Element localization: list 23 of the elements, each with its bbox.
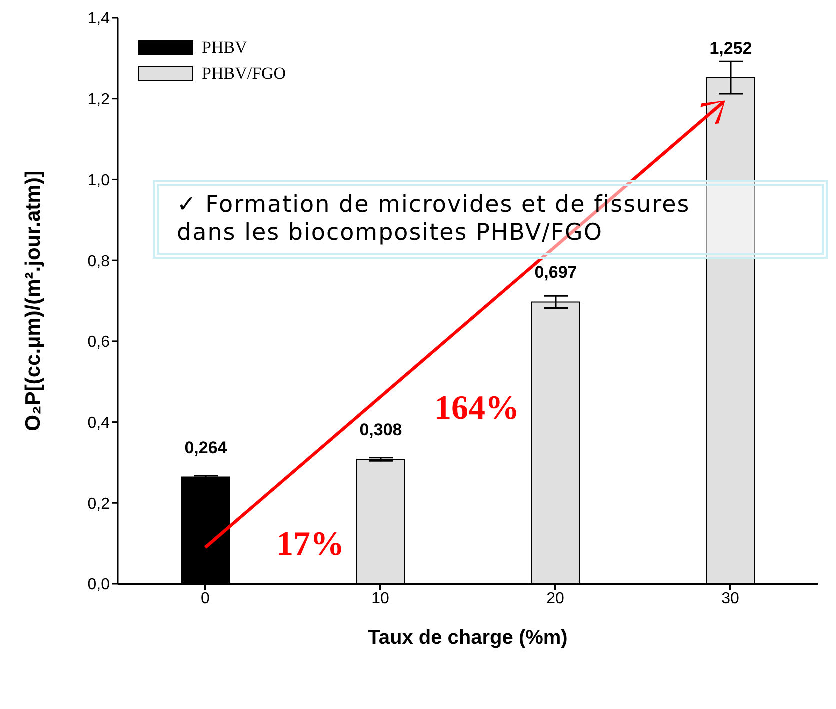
- x-tick-label: 20: [546, 590, 564, 608]
- x-tick-label: 30: [722, 590, 740, 608]
- callout-box: ✓ Formation de microvides et de fissures dans les biocomposites PHBV/FGO: [153, 180, 828, 260]
- y-tick-label: 1,4: [88, 10, 110, 28]
- x-axis-title: Taux de charge (%m): [368, 627, 568, 649]
- annotation: 17%: [276, 524, 344, 565]
- y-tick-label: 1,0: [88, 172, 110, 190]
- y-tick-label: 0,4: [88, 414, 110, 432]
- data-label: 0,264: [184, 438, 228, 458]
- y-axis-title: O₂P[(cc.µm)/(m².jour.atm)]: [22, 170, 45, 432]
- y-tick-label: 0,0: [88, 576, 110, 594]
- data-label: 0,308: [360, 420, 402, 440]
- data-label: 1,252: [710, 38, 752, 58]
- y-tick-label: 1,2: [88, 92, 110, 109]
- y-tick-label: 0,2: [88, 496, 110, 513]
- y-tick-label: 0,8: [88, 253, 110, 270]
- x-tick-label: 0: [201, 590, 210, 608]
- data-label: 0,697: [534, 263, 578, 282]
- y-tick-label: 0,6: [88, 334, 110, 352]
- annotation: 164%: [434, 388, 520, 429]
- x-tick-label: 10: [372, 590, 390, 608]
- legend-label: PHBV/FGO: [202, 64, 286, 84]
- legend-label: PHBV: [202, 38, 248, 58]
